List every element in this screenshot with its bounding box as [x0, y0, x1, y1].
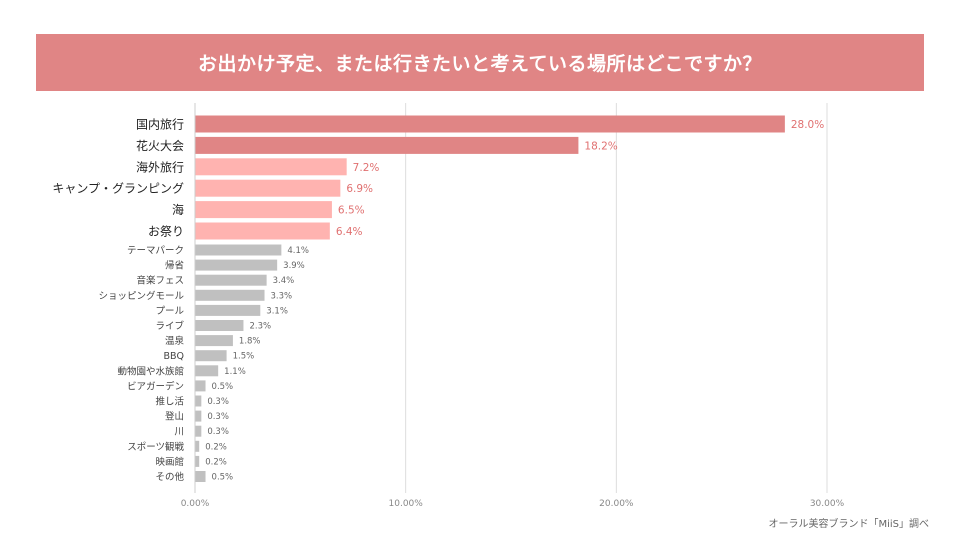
category-label: 登山 — [165, 412, 184, 423]
value-label: 6.4% — [336, 226, 363, 238]
category-label: テーマパーク — [127, 246, 184, 257]
category-label: 音楽フェス — [136, 275, 184, 287]
bar — [195, 410, 202, 422]
bar — [195, 201, 332, 219]
value-label: 1.5% — [233, 352, 255, 362]
bar — [195, 471, 206, 482]
category-label: スポーツ観戦 — [127, 441, 184, 453]
bar — [195, 320, 244, 331]
chart-title-banner: お出かけ予定、または行きたいと考えている場所はどこですか？ — [36, 34, 924, 91]
bar — [195, 365, 219, 377]
value-label: 0.5% — [212, 473, 234, 483]
value-label: 7.2% — [353, 162, 380, 174]
x-tick-label: 10.00% — [389, 499, 424, 509]
bar — [195, 259, 278, 271]
bar — [195, 350, 227, 362]
category-label: その他 — [155, 471, 184, 483]
bar — [195, 335, 233, 347]
category-label: キャンプ・グランピング — [52, 182, 184, 196]
value-label: 1.8% — [239, 337, 261, 347]
bar — [195, 274, 267, 286]
value-label: 0.5% — [212, 382, 234, 392]
value-label: 4.1% — [287, 246, 309, 256]
value-label: 0.3% — [207, 412, 229, 422]
bar — [195, 440, 200, 452]
category-label: 映画館 — [155, 456, 184, 468]
category-label: ライブ — [155, 320, 184, 332]
value-label: 0.3% — [207, 397, 229, 407]
value-label: 3.1% — [266, 306, 288, 316]
value-label: 3.4% — [273, 276, 295, 286]
bar — [195, 136, 579, 154]
value-label: 0.2% — [205, 442, 227, 452]
category-label: BBQ — [163, 351, 184, 362]
value-label: 3.3% — [271, 291, 293, 301]
x-tick-label: 30.00% — [810, 499, 845, 509]
category-label: 帰省 — [165, 260, 184, 272]
category-label: 海 — [172, 202, 184, 217]
value-label: 6.9% — [346, 183, 373, 195]
category-label: 国内旅行 — [136, 118, 184, 132]
value-label: 3.9% — [283, 261, 305, 271]
bar — [195, 115, 785, 133]
value-label: 0.2% — [205, 457, 227, 467]
source-note: オーラル美容ブランド「MiiS」調べ — [768, 519, 929, 530]
value-label: 18.2% — [584, 140, 617, 152]
category-label: お祭り — [148, 225, 184, 239]
x-tick-label: 20.00% — [599, 499, 634, 509]
category-label: プール — [155, 306, 184, 317]
bar — [195, 158, 347, 176]
category-label: 温泉 — [165, 335, 185, 347]
value-label: 6.5% — [338, 205, 365, 217]
bar — [195, 395, 202, 407]
category-label: 花火大会 — [136, 138, 184, 153]
chart-title: お出かけ予定、または行きたいと考えている場所はどこですか？ — [198, 53, 762, 75]
category-label: 推し活 — [155, 396, 184, 408]
value-label: 0.3% — [207, 427, 229, 437]
bar — [195, 304, 261, 316]
category-label: ショッピングモール — [98, 290, 184, 302]
value-label: 28.0% — [791, 119, 824, 131]
bar — [195, 425, 202, 437]
bar — [195, 455, 200, 467]
category-label: 川 — [174, 427, 184, 438]
bar — [195, 244, 282, 256]
value-label: 2.3% — [249, 322, 271, 332]
bar — [195, 222, 330, 240]
category-label: ビアガーデン — [127, 380, 184, 392]
category-label: 海外旅行 — [136, 159, 184, 174]
bar — [195, 289, 265, 301]
x-tick-label: 0.00% — [181, 499, 210, 509]
bar — [195, 380, 206, 392]
bar — [195, 179, 341, 197]
value-label: 1.1% — [224, 367, 246, 377]
category-label: 動物園や水族館 — [117, 365, 184, 377]
